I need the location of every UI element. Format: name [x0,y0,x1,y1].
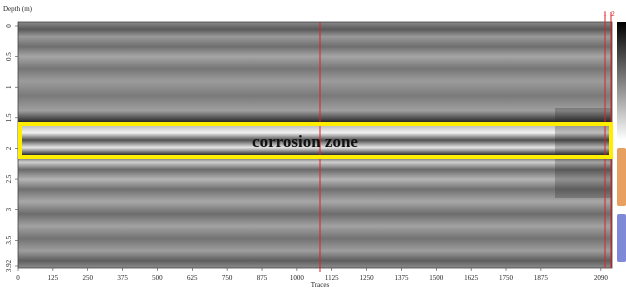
x-tick-label: 2090 [594,274,609,282]
y-tick-label: 3.92 [5,259,13,272]
x-tick-label: 1875 [534,274,549,282]
colorbar [617,22,626,140]
x-tick-label: 0 [16,274,20,282]
x-tick-label: 375 [117,274,128,282]
x-tick-label: 125 [48,274,59,282]
y-axis-label: Depth (m) [3,5,33,13]
y-tick-label: 1.5 [5,113,13,122]
y-tick-label: 0.5 [5,52,13,61]
y-tick-label: 2.5 [5,174,13,183]
x-axis-label: Traces [311,281,330,289]
x-tick-label: 750 [222,274,233,282]
x-tick-label: 500 [152,274,163,282]
radargram-view: 1 2 corrosion zone Depth (m) Traces 0125… [0,0,626,291]
x-tick-label: 1500 [429,274,444,282]
x-tick-label: 1250 [360,274,375,282]
x-tick-label: 1125 [325,274,339,282]
y-tick-label: 3 [5,207,13,211]
y-tick-label: 0 [5,24,13,28]
y-tick-label: 2 [5,146,13,150]
x-tick-label: 1375 [394,274,409,282]
filter-tab[interactable] [617,214,626,262]
y-tick-label: 3.5 [5,235,13,244]
x-tick-label: 1000 [290,274,305,282]
x-tick-label: 875 [257,274,268,282]
x-tick-label: 1625 [464,274,479,282]
y-tick-label: 1 [5,85,13,89]
x-tick-label: 250 [82,274,93,282]
anomaly-region [555,108,612,198]
marker-label: 1 [603,10,607,18]
x-tick-label: 625 [187,274,198,282]
side-tab[interactable] [617,148,626,206]
x-tick-label: 1750 [499,274,514,282]
annotation-label: corrosion zone [252,132,358,151]
marker-label: 2 [611,10,615,18]
